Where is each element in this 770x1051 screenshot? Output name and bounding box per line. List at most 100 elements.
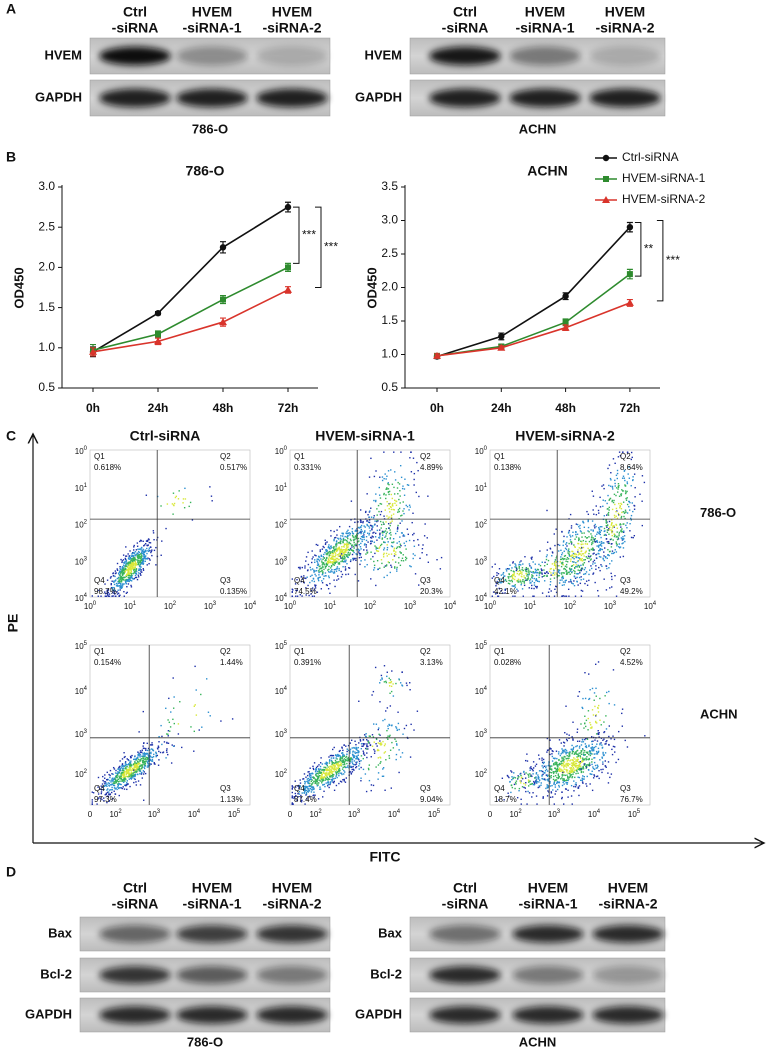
quadrant-name: Q4 [494, 576, 505, 585]
event-dot [580, 530, 582, 533]
event-dot [564, 756, 566, 758]
event-dot [115, 779, 117, 782]
event-dot [363, 531, 366, 533]
event-dot [154, 763, 156, 765]
event-dot [547, 572, 549, 575]
event-dot [606, 502, 608, 505]
event-dot [344, 550, 346, 553]
event-dot [123, 774, 126, 776]
event-dot [513, 572, 515, 574]
event-dot [594, 764, 597, 767]
event-dot [572, 773, 574, 775]
lane-label: HVEM [192, 4, 232, 20]
event-dot [131, 754, 133, 757]
event-dot [131, 777, 133, 779]
event-dot [161, 540, 163, 542]
axis-tick-label: 100 [275, 446, 288, 457]
event-dot [360, 532, 362, 535]
event-dot [500, 578, 502, 580]
event-dot [525, 572, 527, 575]
event-dot [115, 582, 118, 585]
event-dot [114, 793, 116, 795]
event-dot [414, 554, 416, 557]
event-dot [525, 566, 528, 569]
event-dot [104, 781, 107, 783]
event-dot [557, 571, 560, 573]
event-dot [519, 570, 521, 573]
event-dot [110, 583, 112, 585]
event-dot [591, 542, 593, 544]
event-dot [560, 549, 562, 552]
event-dot [336, 561, 338, 563]
event-dot [389, 502, 392, 505]
quadrant-name: Q3 [620, 576, 631, 585]
event-dot [620, 515, 623, 518]
event-dot [497, 573, 500, 575]
event-dot [113, 768, 116, 770]
event-dot [120, 773, 122, 775]
event-dot [306, 576, 308, 578]
event-dot [143, 551, 145, 554]
event-dot [622, 523, 624, 525]
event-dot [608, 529, 610, 531]
tick-exponent: 2 [318, 809, 322, 815]
event-dot [321, 573, 324, 576]
event-dot [607, 467, 609, 470]
blot-band [429, 925, 501, 943]
event-dot [531, 556, 533, 558]
event-dot [355, 746, 357, 749]
event-dot [359, 530, 362, 533]
event-dot [356, 758, 359, 760]
event-dot [629, 501, 631, 504]
event-dot [355, 743, 357, 746]
event-dot [134, 773, 137, 776]
event-dot [124, 561, 126, 563]
event-dot [538, 770, 541, 772]
event-dot [116, 577, 119, 580]
event-dot [514, 595, 516, 597]
event-dot [597, 509, 600, 512]
event-dot [327, 575, 330, 577]
quadrant-name: Q4 [94, 576, 105, 585]
event-dot [98, 797, 100, 799]
event-dot [514, 566, 516, 568]
event-dot [558, 759, 560, 762]
event-dot [370, 784, 373, 786]
event-dot [139, 759, 141, 762]
event-dot [114, 788, 116, 790]
event-dot [310, 786, 313, 788]
event-dot [606, 526, 608, 528]
event-dot [360, 560, 362, 562]
axis-tick-label: 104 [275, 685, 288, 696]
event-dot [139, 569, 141, 571]
axis-tick-label: 102 [164, 601, 177, 612]
event-dot [131, 775, 133, 777]
event-dot [153, 753, 155, 756]
event-dot [317, 579, 320, 582]
tick-exponent: 0 [84, 446, 88, 452]
event-dot [520, 582, 523, 584]
event-dot [512, 595, 514, 597]
event-dot [566, 783, 568, 785]
event-dot [565, 543, 567, 545]
event-dot [505, 570, 508, 572]
event-dot [124, 764, 126, 767]
event-dot [496, 574, 498, 577]
event-dot [555, 591, 558, 594]
event-dot [576, 756, 578, 758]
event-dot [612, 539, 614, 541]
event-dot [384, 530, 387, 532]
event-dot [332, 555, 334, 557]
event-dot [538, 576, 540, 579]
axis-tick-label: 101 [124, 601, 137, 612]
event-dot [359, 537, 362, 540]
event-dot [138, 770, 140, 772]
event-dot [356, 761, 358, 763]
point [433, 351, 441, 359]
event-dot [514, 584, 516, 586]
event-dot [317, 558, 320, 561]
tick-exponent: 4 [284, 685, 288, 691]
event-dot [389, 571, 392, 574]
event-dot [318, 571, 320, 574]
event-dot [582, 775, 584, 777]
